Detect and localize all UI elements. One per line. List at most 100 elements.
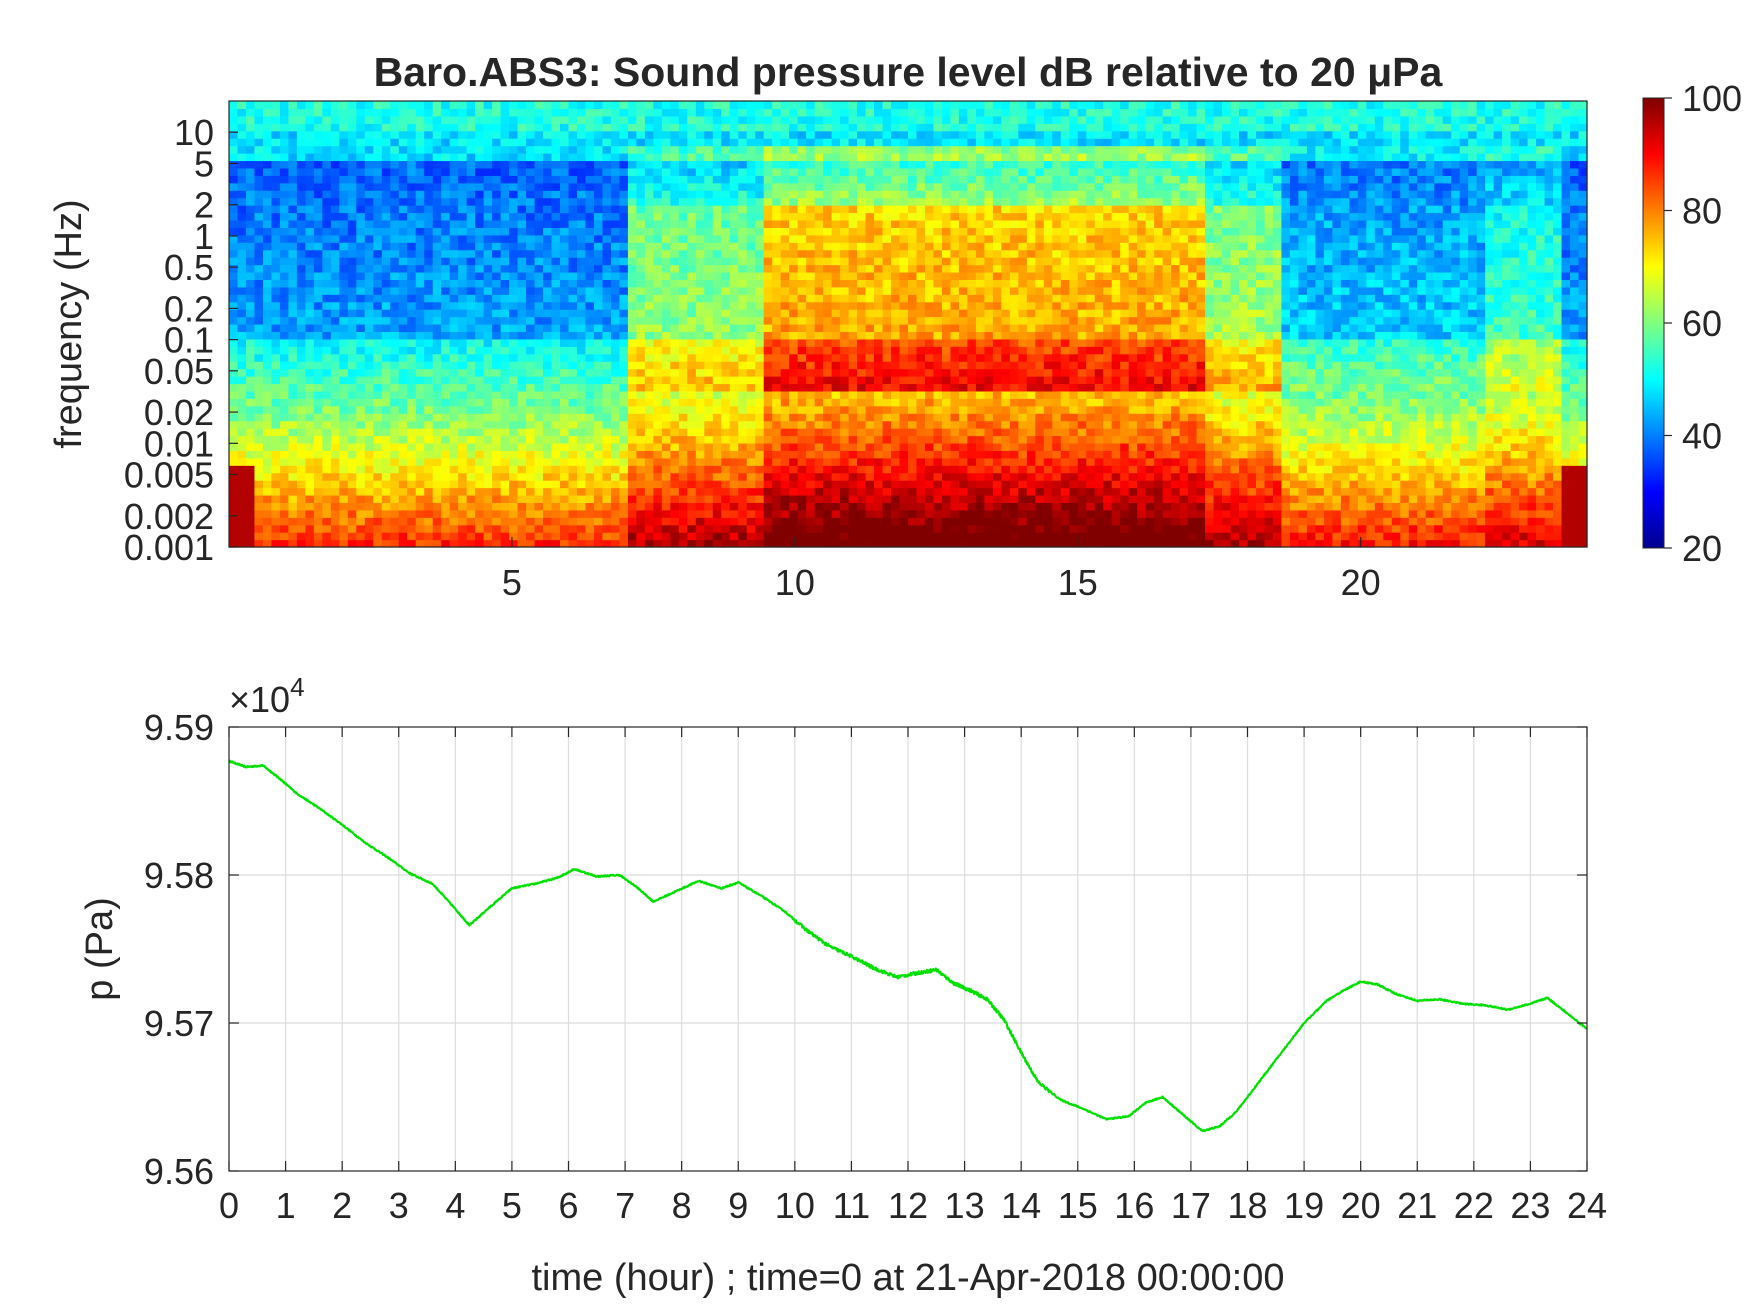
spectrogram-cell bbox=[415, 457, 425, 466]
spectrogram-cell bbox=[517, 257, 527, 266]
spectrogram-cell bbox=[313, 532, 323, 541]
spectrogram-cell bbox=[644, 190, 654, 199]
spectrogram-cell bbox=[279, 509, 290, 518]
spectrogram-cell bbox=[500, 138, 510, 147]
spectrogram-cell bbox=[721, 383, 731, 392]
spectrogram-cell bbox=[738, 435, 748, 444]
spectrogram-cell bbox=[755, 405, 765, 414]
spectrogram-cell bbox=[865, 361, 875, 370]
spectrogram-cell bbox=[627, 338, 637, 347]
spectrogram-cell bbox=[738, 160, 748, 169]
spectrogram-cell bbox=[891, 383, 901, 392]
spectrogram-cell bbox=[229, 450, 239, 459]
spectrogram-cell bbox=[763, 286, 773, 295]
spectrogram-cell bbox=[262, 480, 273, 489]
spectrogram-cell bbox=[678, 190, 688, 199]
spectrogram-cell bbox=[848, 257, 858, 266]
spectrogram-cell bbox=[500, 227, 510, 236]
spectrogram-cell bbox=[398, 123, 408, 132]
spectrogram-cell bbox=[678, 257, 688, 266]
spectrogram-cell bbox=[746, 227, 756, 236]
spectrogram-cell bbox=[789, 257, 799, 266]
spectrogram-cell bbox=[347, 472, 357, 481]
spectrogram-cell bbox=[296, 353, 306, 362]
spectrogram-cell bbox=[644, 383, 654, 392]
spectrogram-cell bbox=[908, 532, 918, 541]
spectrogram-cell bbox=[687, 390, 697, 399]
spectrogram-cell bbox=[271, 494, 281, 503]
spectrogram-cell bbox=[322, 494, 332, 503]
spectrogram-cell bbox=[568, 264, 578, 273]
spectrogram-cell bbox=[534, 353, 544, 362]
spectrogram-cell bbox=[916, 138, 926, 147]
spectrogram-cell bbox=[398, 338, 408, 347]
spectrogram-cell bbox=[534, 338, 544, 347]
spectrogram-cell bbox=[585, 271, 595, 280]
spectrogram-cell bbox=[823, 249, 833, 258]
spectrogram-cell bbox=[593, 130, 604, 139]
spectrogram-cell bbox=[848, 175, 858, 184]
spectrogram-cell bbox=[670, 428, 680, 437]
spectrogram-cell bbox=[373, 234, 383, 243]
spectrogram-cell bbox=[560, 257, 570, 266]
spectrogram-cell bbox=[466, 368, 476, 377]
spectrogram-cell bbox=[458, 539, 468, 548]
spectrogram-cell bbox=[407, 101, 417, 110]
spectrogram-cell bbox=[661, 502, 671, 511]
spectrogram-cell bbox=[661, 480, 671, 489]
spectrogram-cell bbox=[500, 465, 510, 474]
spectrogram-cell bbox=[772, 279, 782, 288]
spectrogram-cell bbox=[806, 242, 816, 251]
spectrogram-cell bbox=[687, 465, 697, 474]
spectrogram-cell bbox=[500, 398, 510, 407]
spectrogram-cell bbox=[424, 316, 434, 325]
spectrogram-cell bbox=[288, 324, 298, 333]
spectrogram-cell bbox=[330, 338, 340, 347]
spectrogram-cell bbox=[398, 205, 408, 214]
spectrogram-cell bbox=[339, 398, 349, 407]
spectrogram-cell bbox=[305, 316, 315, 325]
spectrogram-cell bbox=[339, 167, 349, 176]
spectrogram-cell bbox=[806, 301, 816, 310]
spectrogram-cell bbox=[763, 160, 773, 169]
spectrogram-cell bbox=[415, 205, 425, 214]
spectrogram-cell bbox=[356, 390, 366, 399]
spectrogram-cell bbox=[823, 472, 833, 481]
spectrogram-cell bbox=[364, 316, 374, 325]
spectrogram-cell bbox=[653, 361, 663, 370]
spectrogram-cell bbox=[619, 234, 629, 243]
spectrogram-cell bbox=[322, 115, 332, 124]
spectrogram-cell bbox=[644, 212, 654, 221]
spectrogram-cell bbox=[390, 517, 400, 526]
spectrogram-cell bbox=[780, 167, 790, 176]
spectrogram-cell bbox=[373, 316, 383, 325]
spectrogram-cell bbox=[390, 353, 400, 362]
spectrogram-cell bbox=[296, 487, 306, 496]
spectrogram-cell bbox=[245, 219, 256, 228]
spectrogram-cell bbox=[729, 242, 739, 251]
spectrogram-cell bbox=[653, 368, 663, 377]
spectrogram-cell bbox=[797, 376, 807, 385]
spectrogram-cell bbox=[381, 398, 391, 407]
spectrogram-cell bbox=[568, 383, 578, 392]
spectrogram-cell bbox=[789, 450, 799, 459]
spectrogram-cell bbox=[653, 301, 663, 310]
spectrogram-cell bbox=[670, 101, 680, 110]
spectrogram-cell bbox=[390, 182, 400, 191]
spectrogram-cell bbox=[924, 413, 935, 422]
spectrogram-cell bbox=[543, 175, 553, 184]
spectrogram-cell bbox=[746, 279, 756, 288]
spectrogram-cell bbox=[296, 234, 306, 243]
spectrogram-cell bbox=[313, 338, 323, 347]
spectrogram-cell bbox=[695, 465, 705, 474]
spectrogram-cell bbox=[840, 123, 850, 132]
spectrogram-cell bbox=[339, 331, 349, 340]
spectrogram-cell bbox=[424, 383, 434, 392]
spectrogram-cell bbox=[356, 405, 366, 414]
spectrogram-cell bbox=[806, 212, 816, 221]
spectrogram-cell bbox=[619, 294, 629, 303]
spectrogram-cell bbox=[602, 494, 612, 503]
spectrogram-cell bbox=[840, 494, 850, 503]
spectrogram-cell bbox=[296, 286, 306, 295]
spectrogram-cell bbox=[466, 257, 476, 266]
